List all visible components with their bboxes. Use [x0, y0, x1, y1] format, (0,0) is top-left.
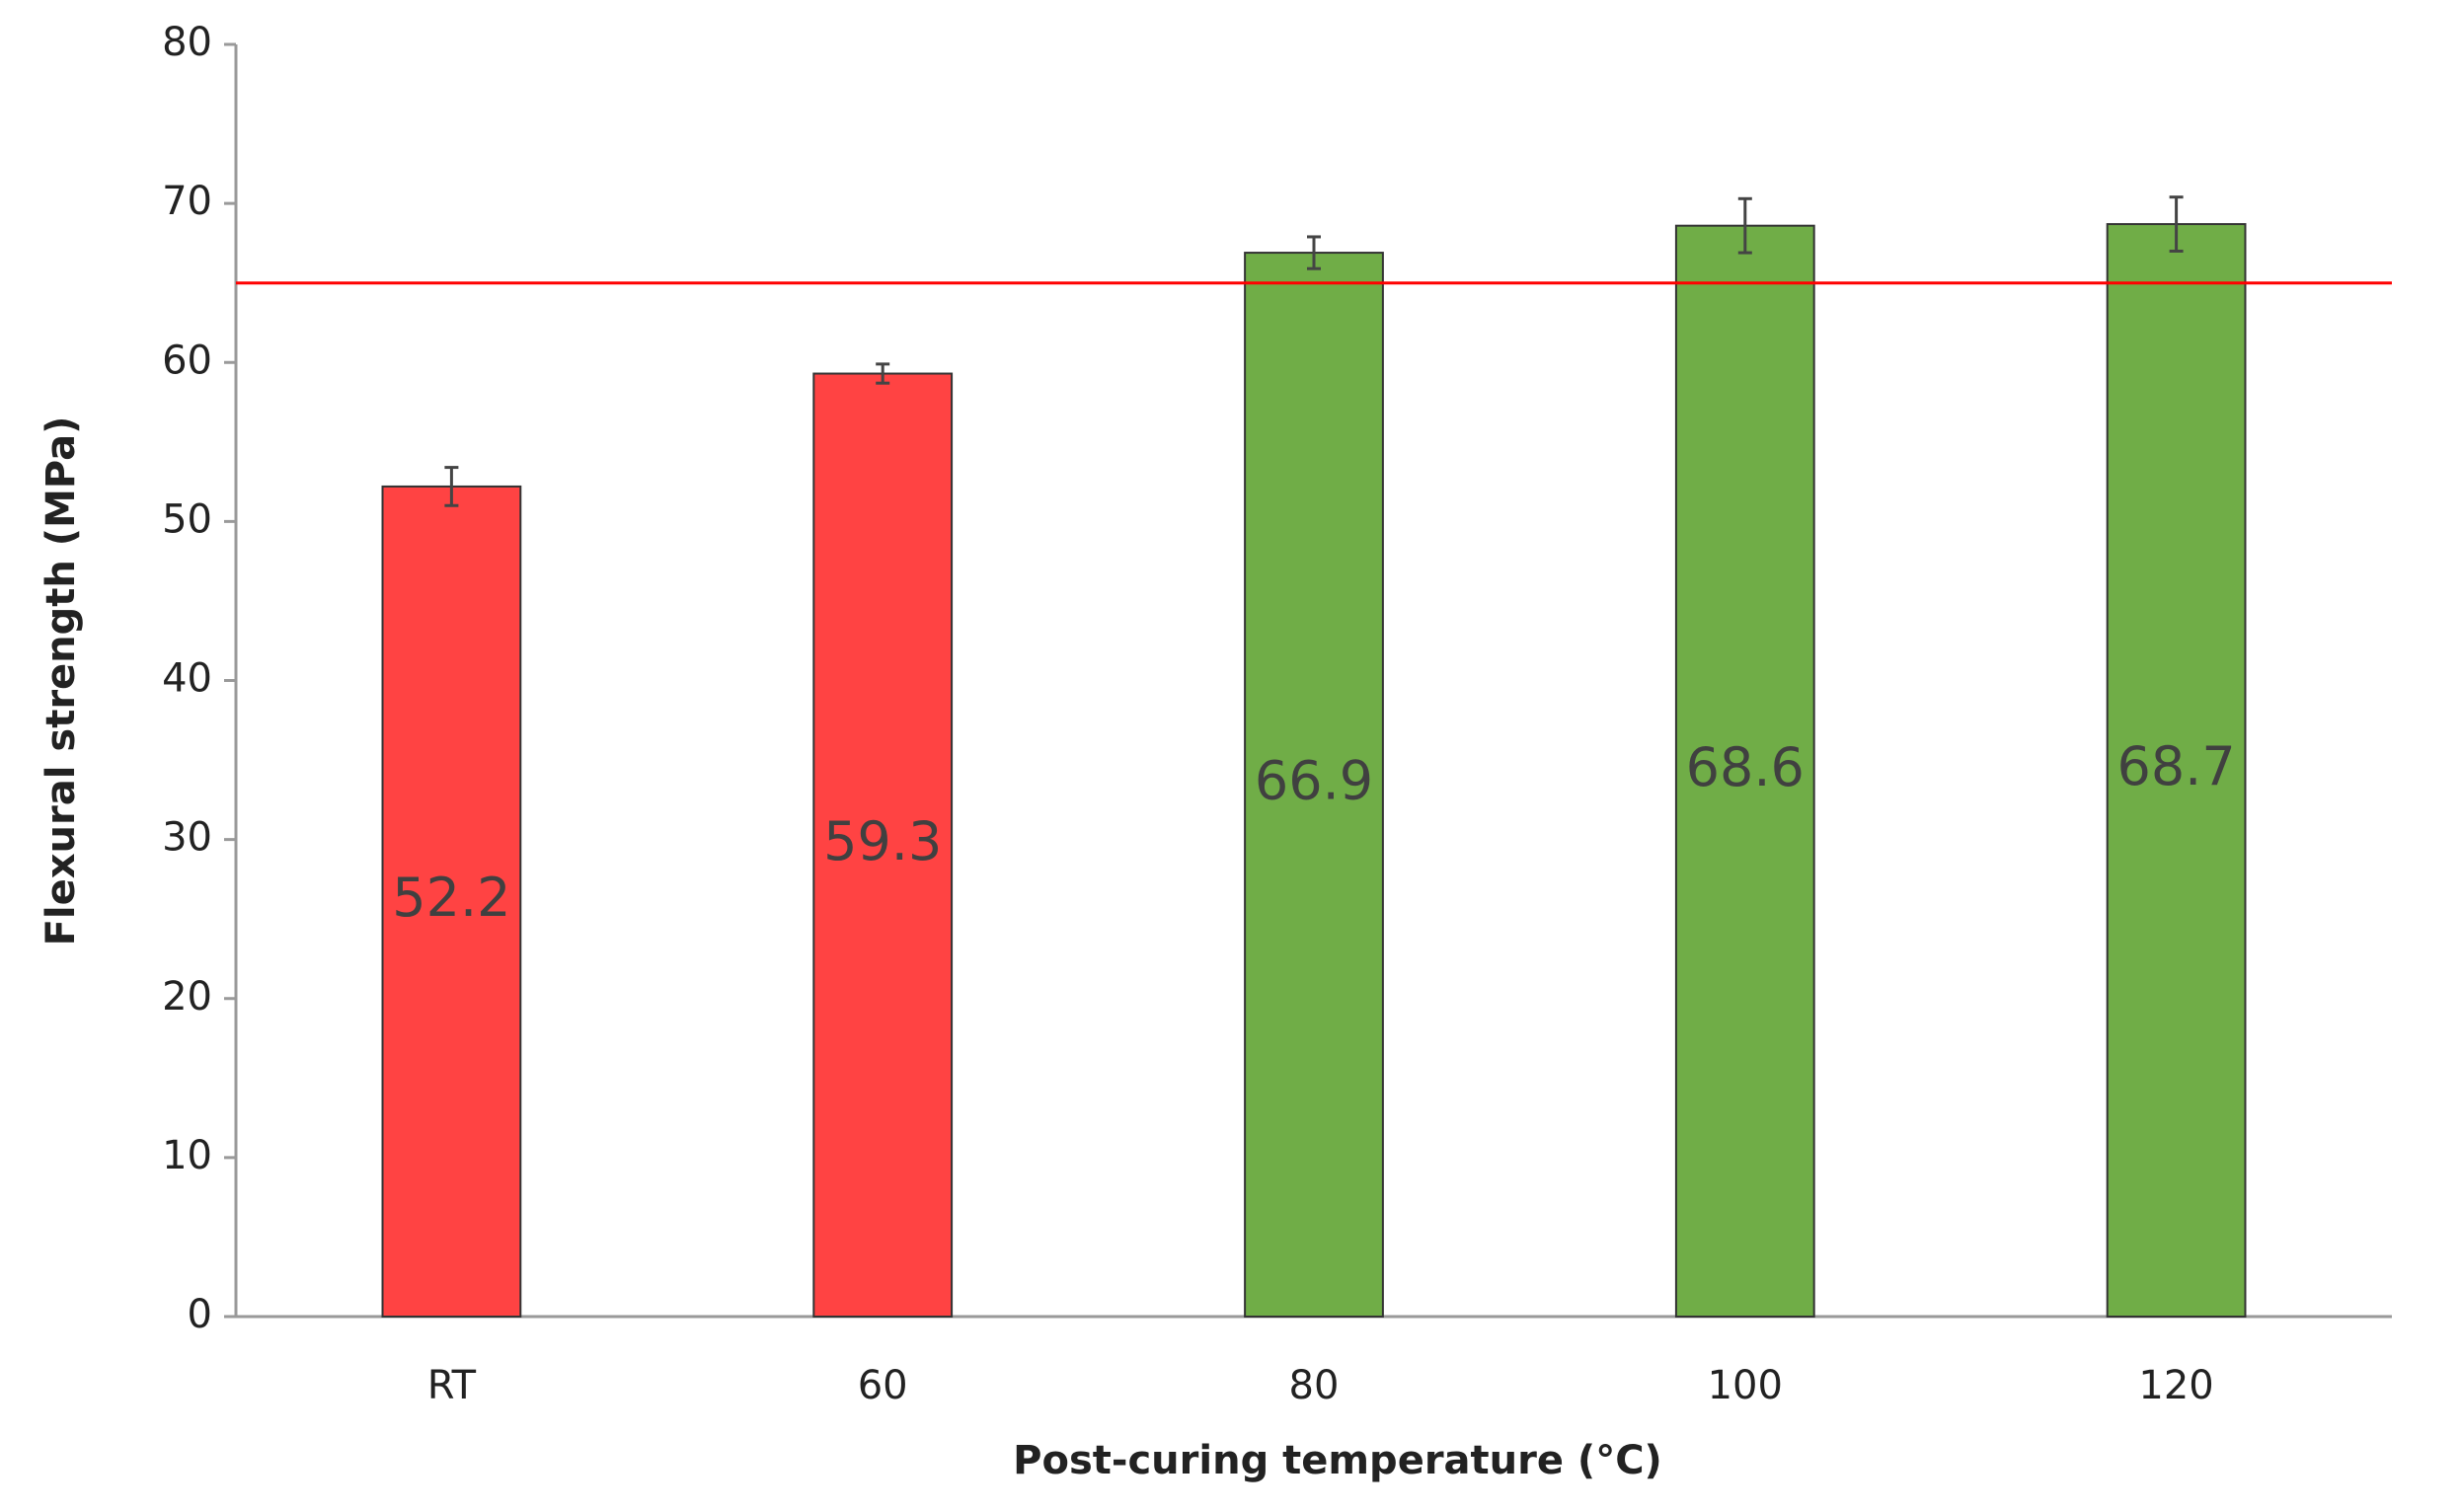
y-tick-label: 60 — [162, 338, 212, 383]
y-axis-title: Flexural strength (MPa) — [38, 416, 84, 946]
data-label: 66.9 — [1255, 750, 1373, 812]
bar — [1674, 224, 1815, 1318]
x-axis-title: Post-curing temperature (°C) — [1013, 1438, 1662, 1483]
y-tick-label: 70 — [162, 179, 212, 224]
bar — [2106, 223, 2247, 1318]
x-tick-label: RT — [427, 1363, 477, 1408]
x-tick-label: 80 — [1289, 1363, 1340, 1408]
data-label: 68.6 — [1686, 736, 1805, 798]
bar — [381, 485, 522, 1318]
y-tick-label: 0 — [188, 1292, 212, 1337]
data-label: 59.3 — [823, 810, 942, 872]
data-label: 52.2 — [392, 867, 510, 929]
data-label: 68.7 — [2116, 735, 2235, 797]
y-tick-label: 20 — [162, 974, 212, 1020]
x-tick-label: 60 — [858, 1363, 908, 1408]
y-tick-label: 50 — [162, 496, 212, 542]
y-tick-label: 80 — [162, 20, 212, 65]
y-tick-label: 40 — [162, 656, 212, 702]
y-tick-label: 30 — [162, 815, 212, 861]
bar — [1244, 252, 1384, 1319]
x-tick-label: 120 — [2138, 1363, 2213, 1408]
y-tick-label: 10 — [162, 1133, 212, 1178]
x-tick-label: 100 — [1708, 1363, 1783, 1408]
bar — [812, 372, 954, 1318]
